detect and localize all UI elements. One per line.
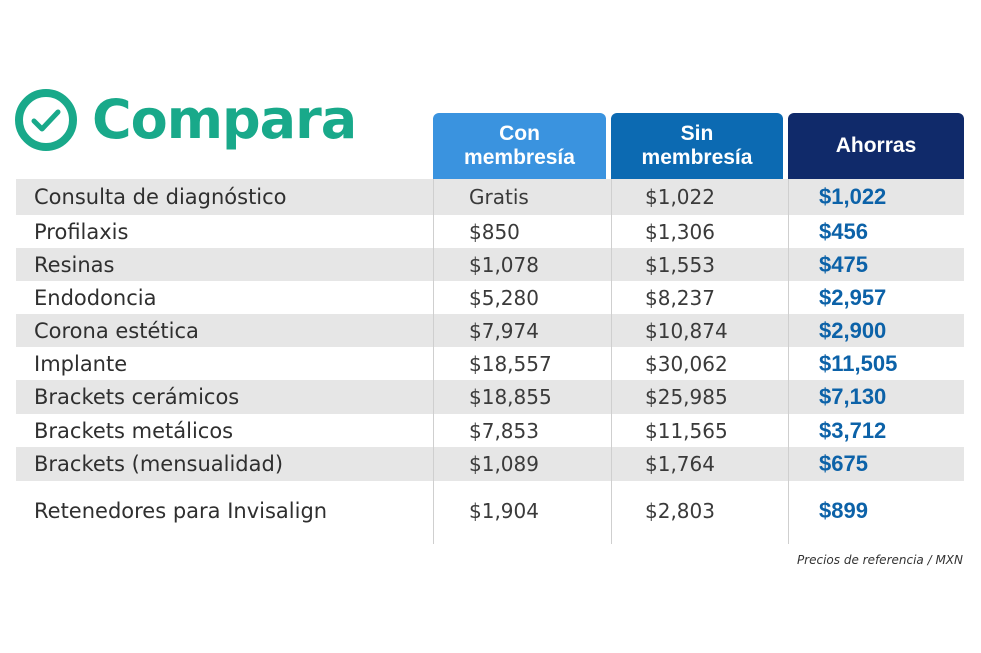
price-con-membresia: $850 bbox=[469, 219, 520, 244]
price-con-membresia: $1,089 bbox=[469, 452, 539, 476]
footnote: Precios de referencia / MXN bbox=[796, 553, 963, 567]
row-label: Retenedores para Invisalign bbox=[34, 499, 328, 523]
price-sin-membresia: $10,874 bbox=[645, 318, 728, 343]
savings-value: $7,130 bbox=[819, 384, 887, 409]
savings-value: $475 bbox=[819, 251, 868, 277]
table-row: Brackets metálicos $7,853 $11,565 $3,712 bbox=[16, 414, 964, 447]
savings-value: $899 bbox=[819, 498, 868, 523]
column-divider bbox=[433, 179, 434, 544]
column-header-ahorras-label: Ahorras bbox=[835, 134, 917, 157]
column-header-ahorras: Ahorras bbox=[788, 113, 964, 179]
table-row: Brackets (mensualidad) $1,089 $1,764 $675 bbox=[16, 447, 964, 481]
column-header-con-label: Con membresía bbox=[464, 122, 575, 169]
price-con-membresia: $7,853 bbox=[469, 418, 539, 443]
price-sin-membresia: $8,237 bbox=[645, 285, 715, 310]
price-sin-membresia: $1,022 bbox=[645, 185, 715, 209]
savings-value: $675 bbox=[819, 451, 868, 476]
price-con-membresia: $7,974 bbox=[469, 318, 539, 343]
column-header-sin-membresia: Sin membresía bbox=[611, 113, 783, 179]
price-sin-membresia: $1,306 bbox=[645, 219, 715, 244]
row-label: Brackets cerámicos bbox=[34, 385, 240, 409]
price-sin-membresia: $25,985 bbox=[645, 385, 728, 409]
row-label: Corona estética bbox=[34, 318, 199, 343]
savings-value: $2,957 bbox=[819, 284, 887, 310]
row-label: Brackets (mensualidad) bbox=[34, 452, 284, 476]
column-header-sin-label: Sin membresía bbox=[641, 122, 753, 169]
price-sin-membresia: $2,803 bbox=[645, 499, 715, 523]
row-label: Consulta de diagnóstico bbox=[34, 185, 287, 209]
price-sin-membresia: $11,565 bbox=[645, 418, 728, 443]
table-row: Profilaxis $850 $1,306 $456 bbox=[16, 215, 964, 248]
savings-value: $2,900 bbox=[819, 317, 887, 343]
row-label: Endodoncia bbox=[34, 285, 157, 310]
price-con-membresia: $5,280 bbox=[469, 285, 539, 310]
price-sin-membresia: $1,553 bbox=[645, 252, 715, 277]
table-row: Corona estética $7,974 $10,874 $2,900 bbox=[16, 314, 964, 347]
page-title: Compara bbox=[92, 88, 357, 151]
row-label: Brackets metálicos bbox=[34, 418, 234, 443]
brand-header: Compara bbox=[14, 84, 357, 156]
table-row: Endodoncia $5,280 $8,237 $2,957 bbox=[16, 281, 964, 314]
row-label: Resinas bbox=[34, 252, 115, 277]
column-divider bbox=[788, 179, 789, 544]
savings-value: $1,022 bbox=[819, 184, 887, 209]
price-con-membresia: $1,904 bbox=[469, 499, 539, 523]
price-con-membresia: $18,855 bbox=[469, 385, 552, 409]
table-row: Consulta de diagnóstico Gratis $1,022 $1,02… bbox=[16, 179, 964, 215]
price-con-membresia: Gratis bbox=[469, 185, 529, 209]
savings-value: $11,505 bbox=[819, 350, 898, 376]
table-row: Brackets cerámicos $18,855 $25,985 $7,130 bbox=[16, 380, 964, 414]
price-con-membresia: $18,557 bbox=[469, 351, 552, 376]
column-divider bbox=[611, 179, 612, 544]
table-row: Retenedores para Invisalign $1,904 $2,803 $… bbox=[16, 481, 964, 541]
price-sin-membresia: $30,062 bbox=[645, 351, 728, 376]
column-header-con-membresia: Con membresía bbox=[433, 113, 606, 179]
row-label: Profilaxis bbox=[34, 219, 129, 244]
savings-value: $456 bbox=[819, 218, 868, 244]
price-con-membresia: $1,078 bbox=[469, 252, 539, 277]
price-sin-membresia: $1,764 bbox=[645, 452, 715, 476]
row-label: Implante bbox=[34, 351, 128, 376]
table-row: Implante $18,557 $30,062 $11,505 bbox=[16, 347, 964, 380]
savings-value: $3,712 bbox=[819, 417, 887, 443]
check-circle-icon bbox=[15, 89, 77, 151]
table-row: Resinas $1,078 $1,553 $475 bbox=[16, 248, 964, 281]
